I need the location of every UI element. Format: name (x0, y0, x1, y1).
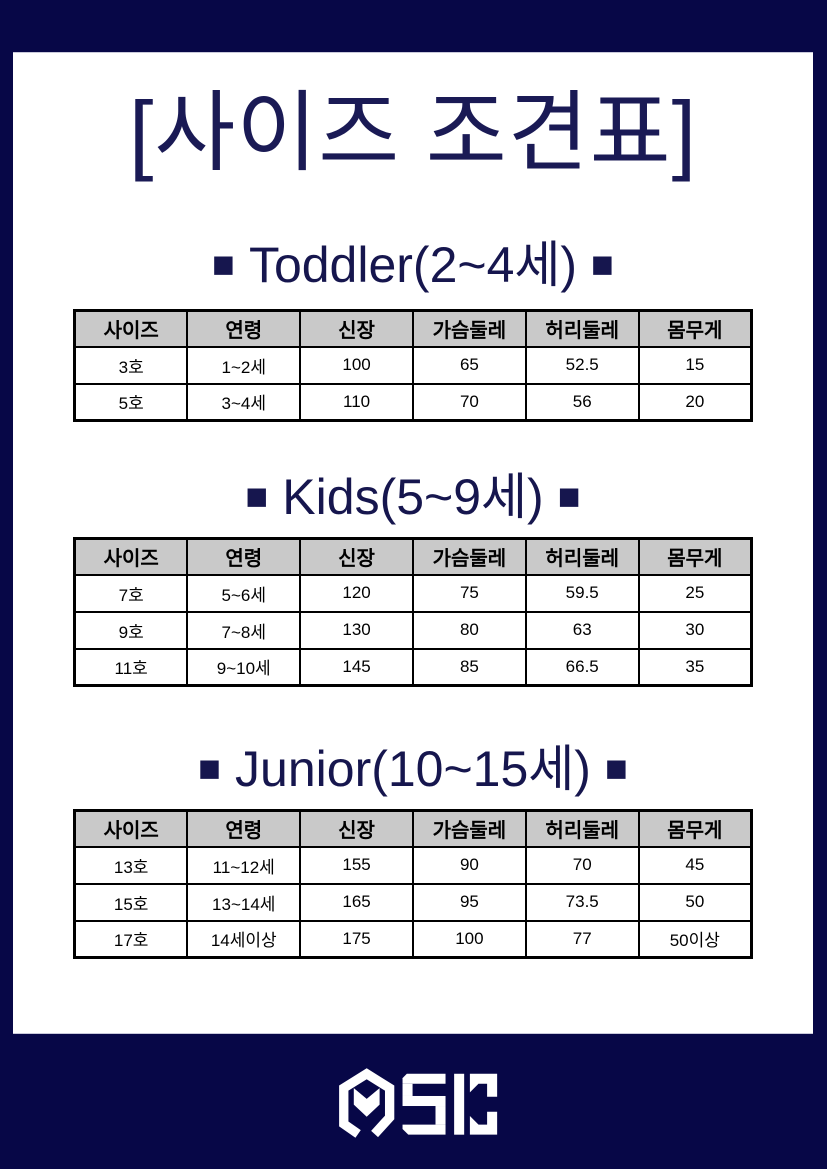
size-table-kids: 사이즈 연령 신장 가슴둘레 허리둘레 몸무게 7호 5~6세 120 75 5… (73, 537, 753, 687)
table-cell: 5~6세 (186, 573, 302, 613)
table-row: 3호 1~2세 100 65 52.5 15 (73, 345, 753, 385)
table-cell: 50 (637, 882, 753, 922)
table-cell: 13호 (73, 845, 189, 885)
table-cell: 165 (299, 882, 414, 922)
column-header: 가슴둘레 (411, 809, 527, 848)
column-header: 허리둘레 (524, 309, 640, 348)
table-cell: 5호 (73, 382, 189, 422)
table-cell: 9호 (73, 610, 189, 650)
table-cell: 11~12세 (186, 845, 302, 885)
table-header-row: 사이즈 연령 신장 가슴둘레 허리둘레 몸무게 (73, 537, 753, 576)
size-table-toddler: 사이즈 연령 신장 가슴둘레 허리둘레 몸무게 3호 1~2세 100 65 5… (73, 309, 753, 422)
column-header: 신장 (299, 537, 414, 576)
table-row: 17호 14세이상 175 100 77 50이상 (73, 919, 753, 959)
table-cell: 65 (411, 345, 527, 385)
column-header: 신장 (299, 809, 414, 848)
table-cell: 100 (411, 919, 527, 959)
table-cell: 75 (411, 573, 527, 613)
bullet-square-icon: ■ (198, 748, 222, 790)
table-header-row: 사이즈 연령 신장 가슴둘레 허리둘레 몸무게 (73, 309, 753, 348)
table-cell: 25 (637, 573, 753, 613)
column-header: 가슴둘레 (411, 537, 527, 576)
table-cell: 85 (411, 647, 527, 687)
page-title: [사이즈 조견표] (128, 83, 698, 182)
table-row: 15호 13~14세 165 95 73.5 50 (73, 882, 753, 922)
column-header: 몸무게 (637, 809, 753, 848)
ask-logo-icon (338, 1068, 497, 1138)
table-cell: 155 (299, 845, 414, 885)
section-heading-toddler: ■ Toddler(2~4세) ■ (13, 235, 813, 295)
table-cell: 63 (524, 610, 640, 650)
table-cell: 59.5 (524, 573, 640, 613)
table-cell: 3호 (73, 345, 189, 385)
column-header: 가슴둘레 (411, 309, 527, 348)
column-header: 허리둘레 (524, 537, 640, 576)
section-heading-label: Toddler(2~4세) (248, 237, 578, 293)
table-cell: 120 (299, 573, 414, 613)
column-header: 연령 (186, 537, 302, 576)
column-header: 연령 (186, 309, 302, 348)
table-cell: 13~14세 (186, 882, 302, 922)
table-cell: 15 (637, 345, 753, 385)
table-row: 9호 7~8세 130 80 63 30 (73, 610, 753, 650)
table-cell: 145 (299, 647, 414, 687)
column-header: 사이즈 (73, 537, 189, 576)
table-cell: 110 (299, 382, 414, 422)
table-cell: 90 (411, 845, 527, 885)
table-cell: 35 (637, 647, 753, 687)
table-cell: 7~8세 (186, 610, 302, 650)
column-header: 몸무게 (637, 537, 753, 576)
bullet-square-icon: ■ (211, 244, 235, 286)
table-cell: 100 (299, 345, 414, 385)
bullet-square-icon: ■ (591, 244, 614, 286)
table-cell: 77 (524, 919, 640, 959)
table-row: 5호 3~4세 110 70 56 20 (73, 382, 753, 422)
table-cell: 52.5 (524, 345, 640, 385)
table-cell: 45 (637, 845, 753, 885)
table-cell: 15호 (73, 882, 189, 922)
table-cell: 73.5 (524, 882, 640, 922)
section-heading-junior: ■ Junior(10~15세) ■ (13, 739, 813, 799)
table-cell: 11호 (73, 647, 189, 687)
content-panel: [사이즈 조견표] ■ Toddler(2~4세) ■ 사이즈 연령 신장 가슴… (13, 52, 813, 1034)
bullet-square-icon: ■ (245, 476, 269, 518)
column-header: 몸무게 (637, 309, 753, 348)
section-heading-label: Junior(10~15세) (235, 741, 591, 797)
column-header: 사이즈 (73, 809, 189, 848)
table-cell: 56 (524, 382, 640, 422)
table-cell: 1~2세 (186, 345, 302, 385)
section-heading-kids: ■ Kids(5~9세) ■ (13, 467, 813, 527)
table-row: 7호 5~6세 120 75 59.5 25 (73, 573, 753, 613)
size-table-junior: 사이즈 연령 신장 가슴둘레 허리둘레 몸무게 13호 11~12세 155 9… (73, 809, 753, 959)
table-cell: 14세이상 (186, 919, 302, 959)
section-heading-label: Kids(5~9세) (282, 469, 544, 525)
table-cell: 70 (411, 382, 527, 422)
table-cell: 95 (411, 882, 527, 922)
table-cell: 66.5 (524, 647, 640, 687)
column-header: 허리둘레 (524, 809, 640, 848)
bullet-square-icon: ■ (557, 476, 581, 518)
table-cell: 80 (411, 610, 527, 650)
table-header-row: 사이즈 연령 신장 가슴둘레 허리둘레 몸무게 (73, 809, 753, 848)
table-cell: 3~4세 (186, 382, 302, 422)
table-row: 11호 9~10세 145 85 66.5 35 (73, 647, 753, 687)
column-header: 사이즈 (73, 309, 189, 348)
table-cell: 130 (299, 610, 414, 650)
table-cell: 17호 (73, 919, 189, 959)
table-cell: 70 (524, 845, 640, 885)
table-row: 13호 11~12세 155 90 70 45 (73, 845, 753, 885)
table-cell: 9~10세 (186, 647, 302, 687)
column-header: 연령 (186, 809, 302, 848)
table-cell: 175 (299, 919, 414, 959)
bullet-square-icon: ■ (604, 748, 628, 790)
table-cell: 20 (637, 382, 753, 422)
column-header: 신장 (299, 309, 414, 348)
table-cell: 30 (637, 610, 753, 650)
table-cell: 50이상 (637, 919, 753, 959)
table-cell: 7호 (73, 573, 189, 613)
